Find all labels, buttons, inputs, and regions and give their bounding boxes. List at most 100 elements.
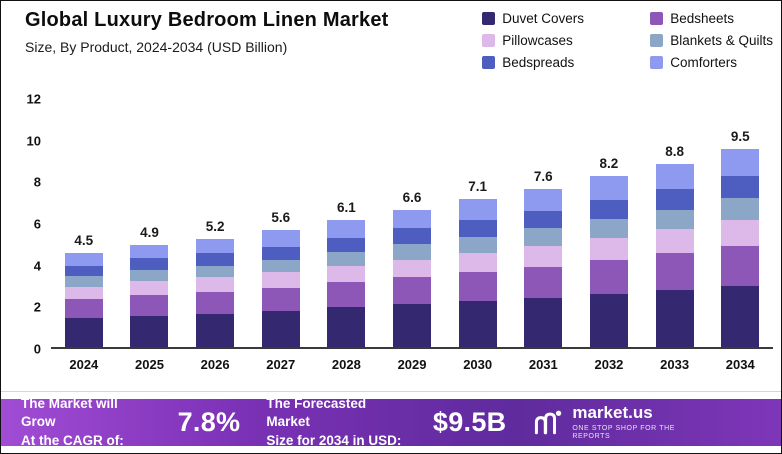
segment-bedsheets	[458, 272, 497, 302]
bar-total-label: 9.5	[730, 129, 750, 145]
x-axis-label-2029: 2029	[397, 357, 427, 372]
x-axis-label-2030: 2030	[463, 357, 493, 372]
footer-banner: The Market will Grow At the CAGR of: 7.8…	[1, 396, 781, 448]
chart-subtitle: Size, By Product, 2024-2034 (USD Billion…	[25, 39, 288, 55]
legend-swatch-duvet-covers	[482, 12, 496, 25]
x-axis-label-2032: 2032	[594, 357, 624, 372]
segment-pillowcases	[261, 272, 300, 288]
segment-blankets-quilts	[327, 252, 366, 266]
segment-bedsheets	[327, 282, 366, 308]
segment-bedsheets	[196, 291, 235, 314]
segment-bedspreads	[655, 188, 694, 210]
segment-blankets-quilts	[130, 269, 169, 282]
bar-2027	[261, 230, 300, 347]
y-tick-label: 10	[26, 133, 41, 149]
segment-bedspreads	[589, 200, 628, 219]
segment-blankets-quilts	[393, 243, 432, 260]
segment-comforters	[655, 163, 694, 189]
segment-duvet-covers	[393, 304, 432, 347]
segment-blankets-quilts	[64, 276, 103, 287]
segment-comforters	[393, 209, 432, 229]
legend-item-duvet-covers: Duvet Covers	[482, 11, 632, 26]
segment-pillowcases	[64, 286, 103, 300]
y-tick-label: 12	[26, 91, 41, 107]
segment-bedspreads	[64, 265, 103, 277]
segment-comforters	[721, 149, 760, 177]
legend-label: Pillowcases	[502, 33, 573, 48]
legend-label: Blankets & Quilts	[670, 33, 773, 48]
segment-pillowcases	[458, 253, 497, 273]
bar-slot-2025: 4.9	[117, 99, 183, 347]
bar-total-label: 6.1	[336, 199, 356, 215]
x-axis-label-2027: 2027	[266, 357, 296, 372]
segment-bedspreads	[458, 219, 497, 237]
segment-pillowcases	[196, 277, 235, 292]
segment-duvet-covers	[721, 285, 760, 347]
segment-duvet-covers	[64, 317, 103, 347]
bar-2026	[196, 238, 235, 347]
plot-area: 4.5 4.9 5.2 5.6 6.1 6.6 7.1 7.6 8.2 8.8 9.5	[51, 99, 773, 349]
segment-comforters	[524, 188, 563, 211]
bar-total-label: 5.6	[271, 210, 291, 226]
legend-item-pillowcases: Pillowcases	[482, 33, 632, 48]
bar-2034	[721, 149, 760, 347]
segment-blankets-quilts	[589, 218, 628, 238]
y-tick-label: 8	[33, 174, 41, 190]
segment-bedsheets	[721, 245, 760, 286]
bar-2024	[64, 253, 103, 347]
bar-2030	[458, 199, 497, 347]
x-axis-label-2033: 2033	[660, 357, 690, 372]
brand-block: market.us ONE STOP SHOP FOR THE REPORTS	[532, 404, 761, 440]
y-axis: 0 2 4 6 8 10 12	[15, 92, 45, 357]
segment-bedspreads	[393, 228, 432, 244]
bar-slot-2024: 4.5	[51, 99, 117, 347]
x-axis-label-2031: 2031	[528, 357, 558, 372]
x-axis-label-2025: 2025	[135, 357, 164, 372]
segment-duvet-covers	[327, 307, 366, 347]
bar-total-label: 7.1	[468, 179, 488, 195]
segment-bedsheets	[589, 259, 628, 294]
segment-bedspreads	[721, 176, 760, 199]
segment-comforters	[458, 199, 497, 220]
segment-comforters	[130, 244, 169, 259]
bar-total-label: 8.2	[599, 156, 619, 172]
legend-label: Duvet Covers	[502, 11, 584, 26]
segment-pillowcases	[721, 219, 760, 246]
bar-total-label: 4.5	[74, 233, 94, 249]
segment-bedsheets	[261, 287, 300, 311]
segment-blankets-quilts	[655, 209, 694, 230]
segment-blankets-quilts	[458, 236, 497, 254]
market-us-logo-icon	[535, 410, 562, 434]
segment-bedspreads	[261, 247, 300, 260]
bar-total-label: 8.8	[665, 143, 684, 159]
bar-slot-2034: 9.5	[707, 99, 773, 347]
bar-total-label: 7.6	[533, 168, 553, 184]
legend-swatch-bedsheets	[650, 12, 664, 25]
segment-bedspreads	[196, 253, 235, 266]
legend-item-comforters: Comforters	[650, 55, 773, 70]
segment-duvet-covers	[196, 313, 235, 347]
legend-item-bedsheets: Bedsheets	[650, 11, 773, 26]
brand-text: market.us ONE STOP SHOP FOR THE REPORTS	[572, 404, 715, 440]
bar-2032	[589, 176, 628, 347]
segment-pillowcases	[655, 229, 694, 254]
x-axis-label-2024: 2024	[69, 357, 99, 372]
segment-bedsheets	[393, 277, 432, 305]
segment-comforters	[196, 238, 235, 254]
y-tick-label: 4	[33, 258, 41, 274]
segment-blankets-quilts	[721, 198, 760, 220]
page-title: Global Luxury Bedroom Linen Market	[25, 9, 389, 31]
legend-item-bedspreads: Bedspreads	[482, 55, 632, 70]
bar-slot-2032: 8.2	[576, 99, 642, 347]
legend-label: Bedspreads	[502, 55, 575, 70]
forecast-value: $9.5B	[432, 407, 507, 437]
y-tick-label: 0	[33, 341, 41, 357]
legend-label: Comforters	[670, 55, 737, 70]
bar-slot-2029: 6.6	[379, 99, 445, 347]
brand-tagline: ONE STOP SHOP FOR THE REPORTS	[572, 425, 676, 440]
x-axis-label-2034: 2034	[725, 357, 755, 372]
bar-2025	[130, 244, 169, 347]
segment-comforters	[327, 219, 366, 238]
y-tick-label: 2	[33, 299, 41, 315]
